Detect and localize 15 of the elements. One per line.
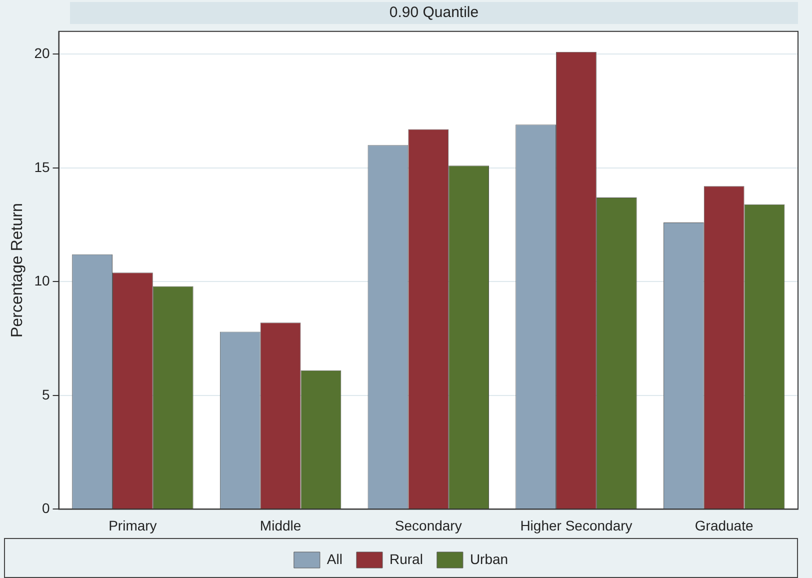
chart-title: 0.90 Quantile — [70, 2, 798, 24]
x-tick-label: Higher Secondary — [520, 517, 632, 534]
y-tick-label: 15 — [34, 158, 50, 175]
y-tick-label: 5 — [42, 386, 50, 402]
legend-label: Rural — [389, 550, 423, 567]
y-tick-label: 20 — [34, 45, 50, 62]
x-tick-label: Graduate — [694, 517, 754, 534]
y-axis-title: Percentage Return — [9, 203, 26, 338]
legend-label: All — [326, 550, 342, 567]
y-tick-label: 10 — [34, 272, 50, 289]
y-tick-label: 0 — [42, 500, 50, 516]
x-tick-label: Primary — [108, 517, 157, 534]
legend-label: Urban — [470, 550, 508, 567]
x-tick-label: Secondary — [394, 517, 462, 534]
x-tick-label: Middle — [260, 517, 302, 534]
